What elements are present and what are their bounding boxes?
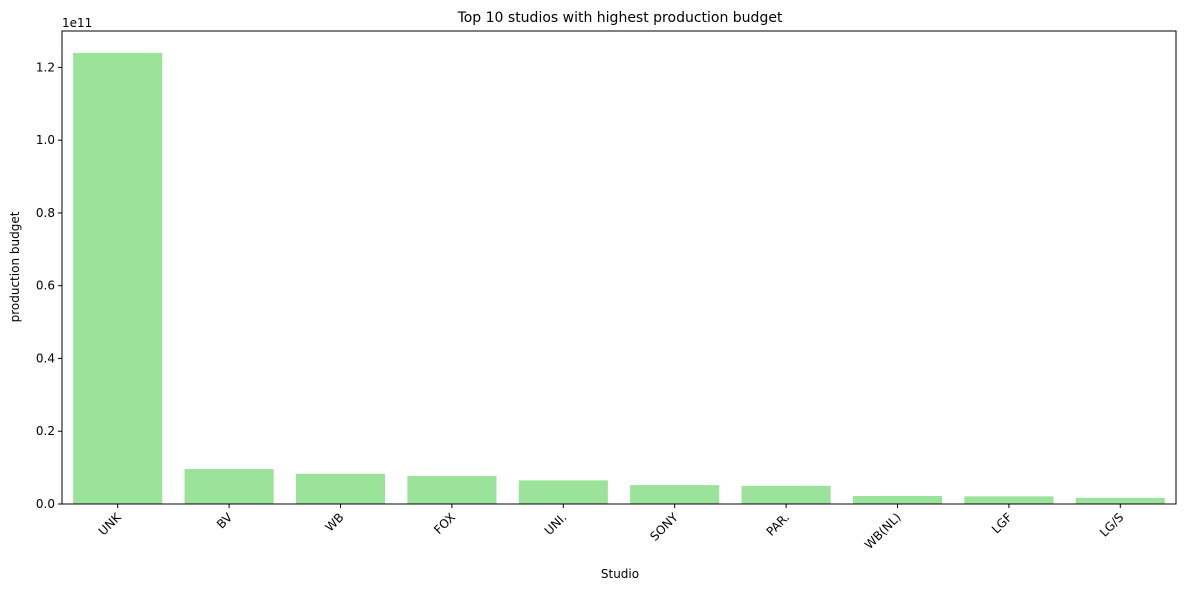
x-tick-label: PAR. — [764, 510, 793, 539]
bar-uni — [518, 480, 608, 504]
x-tick-label: WB — [323, 510, 347, 534]
y-axis-title: production budget — [8, 211, 22, 322]
bar-sony — [630, 485, 720, 504]
x-axis-ticks: UNK BV WB FOX UNI. SONY PAR. WB(NL) LGF LG/S — [96, 504, 1126, 552]
bars-group — [73, 52, 1165, 504]
bar-bv — [184, 469, 274, 504]
x-tick-label: LG/S — [1097, 510, 1126, 539]
y-tick-label: 0.0 — [36, 497, 55, 511]
y-tick-label: 1.0 — [36, 133, 55, 147]
x-tick-label: SONY — [647, 510, 681, 544]
y-axis-offset-label: 1e11 — [62, 16, 92, 30]
y-tick-label: 1.2 — [36, 60, 55, 74]
x-tick-label: FOX — [431, 510, 458, 537]
y-tick-label: 0.4 — [36, 351, 55, 365]
bar-par — [741, 485, 831, 504]
bar-wb — [295, 473, 386, 504]
y-axis-ticks: 0.0 0.2 0.4 0.6 0.8 1.0 1.2 — [36, 60, 62, 511]
y-tick-label: 0.6 — [36, 279, 55, 293]
x-tick-label: LGF — [989, 510, 1015, 536]
x-axis-title: Studio — [601, 567, 639, 581]
y-tick-label: 0.2 — [36, 424, 55, 438]
bar-fox — [407, 475, 497, 504]
plot-frame — [61, 30, 1177, 505]
bar-lgf — [964, 496, 1054, 504]
x-tick-label: UNK — [96, 509, 125, 538]
x-tick-label: UNI. — [542, 510, 570, 538]
x-tick-label: BV — [214, 510, 236, 532]
bar-lg-s — [1075, 497, 1165, 504]
bar-unk — [73, 52, 163, 504]
x-tick-label: WB(NL) — [862, 510, 904, 552]
bar-wb-nl — [852, 495, 943, 504]
chart-title: Top 10 studios with highest production b… — [457, 10, 783, 26]
y-tick-label: 0.8 — [36, 206, 55, 220]
